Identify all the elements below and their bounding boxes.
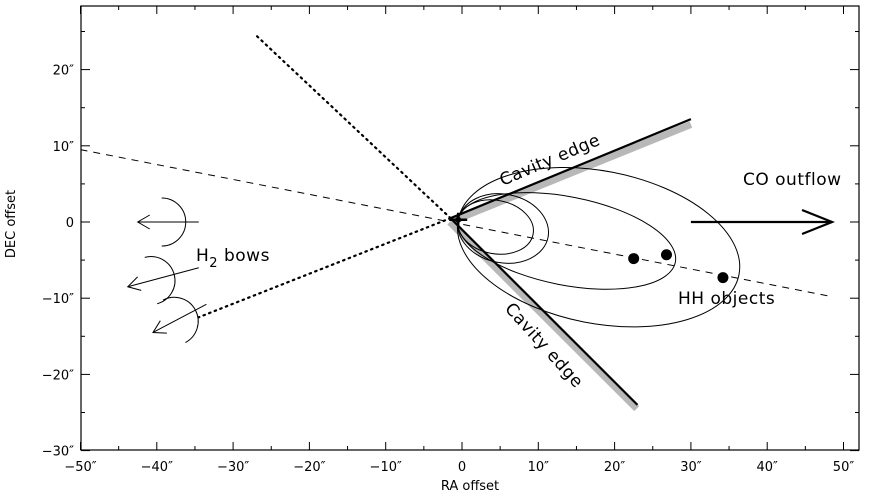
co-outflow-arrowhead bbox=[801, 208, 836, 236]
h2-bow-arc bbox=[144, 256, 176, 305]
h2-bow-arc bbox=[162, 296, 199, 343]
x-tick-label: 10″ bbox=[528, 460, 550, 475]
x-tick-label: −40″ bbox=[141, 460, 173, 475]
y-axis-label: DEC offset bbox=[4, 190, 19, 258]
x-tick-label: 40″ bbox=[756, 460, 778, 475]
x-tick-label: −10″ bbox=[370, 460, 402, 475]
x-tick-label: 50″ bbox=[833, 460, 855, 475]
x-tick-label: 20″ bbox=[604, 460, 626, 475]
diagram-lines bbox=[80, 34, 836, 412]
h2-label-bows: bows bbox=[218, 246, 270, 266]
h2-bow-arrowhead bbox=[152, 320, 167, 334]
h2-label-sub: 2 bbox=[209, 256, 218, 271]
plot-frame bbox=[80, 5, 860, 451]
hh-object-dot bbox=[660, 249, 672, 261]
h2-bow-arrowhead bbox=[126, 276, 142, 291]
bow-shock-loop bbox=[456, 167, 741, 328]
source-star-core bbox=[455, 216, 462, 223]
hh-objects-label: HH objects bbox=[678, 289, 775, 309]
x-tick-label: 0 bbox=[458, 460, 466, 475]
hh-object-dot bbox=[717, 272, 729, 284]
y-tick-label: −10″ bbox=[42, 292, 74, 307]
x-tick-label: −50″ bbox=[64, 460, 96, 475]
y-tick-label: −30″ bbox=[42, 445, 74, 460]
h2-bows-label: H2 bows bbox=[196, 246, 270, 271]
h2-bow-arrow-line bbox=[152, 303, 207, 333]
x-tick-label: −30″ bbox=[217, 460, 249, 475]
y-tick-label: 0 bbox=[66, 216, 74, 231]
h2-label-h: H bbox=[196, 246, 209, 266]
cavity-edge-upper bbox=[450, 118, 692, 220]
dotted-line-upper bbox=[254, 34, 452, 220]
cavity-edge-upper-shadow bbox=[450, 121, 693, 225]
h2-bow-arrow-line bbox=[127, 267, 199, 288]
cavity-edge-lower bbox=[449, 217, 639, 406]
co-outflow-label: CO outflow bbox=[743, 170, 842, 190]
h2-bow-arrowhead bbox=[136, 214, 150, 230]
y-tick-label: 20″ bbox=[53, 64, 75, 79]
dotted-line-lower bbox=[197, 217, 452, 319]
ticks-layer: −50″ −40″ −30″ −20″ −10″ 0 10″ 20″ 30″ 40″ 50″ −30″… bbox=[42, 6, 859, 475]
y-tick-label: −20″ bbox=[42, 368, 74, 383]
y-tick-label: 10″ bbox=[53, 140, 75, 155]
x-tick-label: −20″ bbox=[293, 460, 325, 475]
cavity-edge-lower-shadow bbox=[447, 219, 640, 412]
x-axis-label: RA offset bbox=[441, 479, 499, 494]
x-tick-label: 30″ bbox=[680, 460, 702, 475]
hh-object-dot bbox=[628, 253, 640, 265]
